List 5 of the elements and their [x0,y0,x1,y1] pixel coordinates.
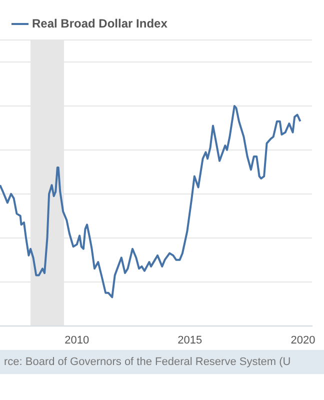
legend-label: Real Broad Dollar Index [32,16,168,30]
x-tick-label: 2010 [64,334,90,346]
text: rce: Board of Governors of the Federal Reserve System (U [0,350,324,374]
x-tick-label: 2020 [290,334,316,346]
x-tick-label: 2015 [178,334,202,346]
